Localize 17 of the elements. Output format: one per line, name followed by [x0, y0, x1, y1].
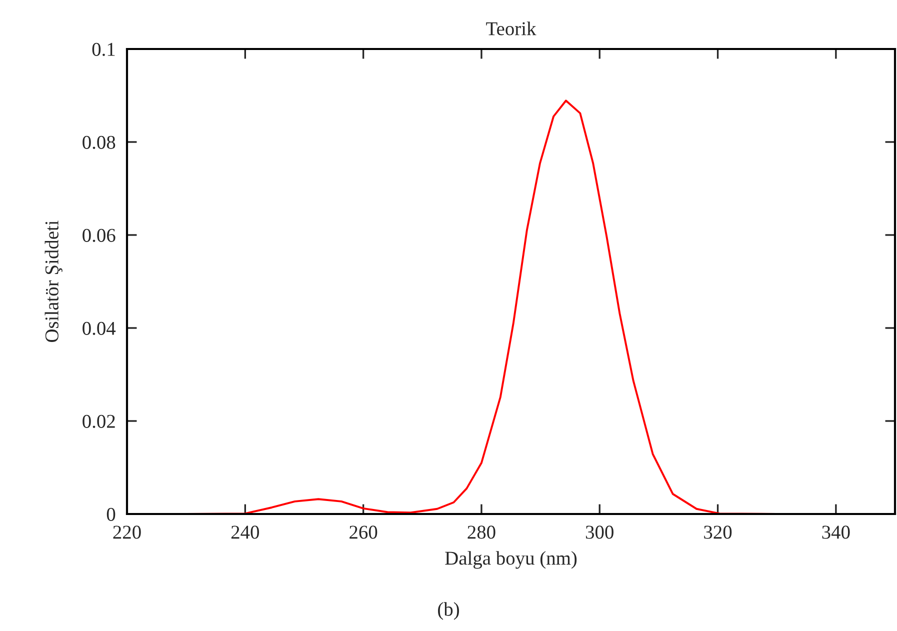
x-tick-label: 280: [468, 526, 496, 539]
y-tick-label: 0.04: [82, 322, 116, 336]
text: (b): [438, 602, 459, 620]
x-tick-label: 220: [113, 526, 141, 539]
x-axis-title: Dalga boyu (nm): [445, 551, 577, 569]
x-tick-label: 240: [231, 526, 259, 539]
y-tick-label: 0: [106, 508, 116, 521]
x-tick-label: 300: [586, 526, 614, 539]
x-tick-label: 340: [822, 526, 850, 539]
x-tick-label: 320: [704, 526, 732, 539]
y-axis-title: Osilatör Şiddeti: [44, 220, 62, 342]
y-tick-label: 0.1: [92, 42, 115, 56]
y-tick-label: 0.02: [82, 414, 115, 428]
x-tick-label: 260: [350, 526, 378, 539]
chart-title: Teorik: [486, 22, 536, 36]
y-tick-label: 0.08: [82, 136, 116, 150]
y-tick-label: 0.06: [82, 228, 116, 242]
